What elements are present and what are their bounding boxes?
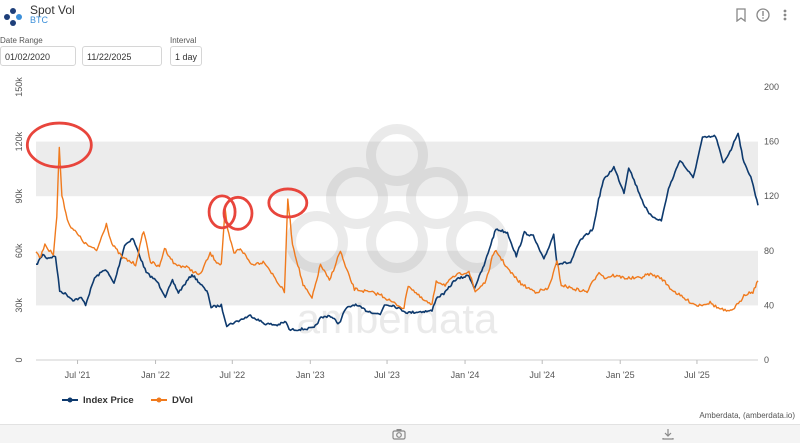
- grid-band: [36, 250, 758, 306]
- x-tick-label: Jul '25: [684, 370, 710, 380]
- annotation-circle: [25, 121, 93, 169]
- interval-label: Interval: [170, 36, 197, 45]
- chart-header: Spot Vol BTC: [0, 0, 800, 34]
- chart-controls: Date Range 01/02/2020 11/22/2025 Interva…: [0, 36, 800, 70]
- y-left-tick-label: 120k: [14, 131, 24, 151]
- legend-marker: [67, 397, 73, 403]
- annotation-circle: [207, 194, 237, 230]
- y-right-tick-label: 80: [764, 246, 774, 256]
- x-tick-label: Jul '23: [374, 370, 400, 380]
- start-date-input[interactable]: 01/02/2020: [0, 46, 76, 66]
- y-left-tick-label: 0: [14, 357, 24, 362]
- y-left-tick-label: 90k: [14, 188, 24, 203]
- x-tick-label: Jul '21: [65, 370, 91, 380]
- logo-icon: [4, 8, 22, 26]
- asset-subtitle[interactable]: BTC: [30, 15, 48, 25]
- interval-select[interactable]: 1 day: [170, 46, 202, 66]
- dvol-line: [35, 146, 759, 312]
- x-tick-label: Jan '23: [296, 370, 325, 380]
- chart-credit[interactable]: Amberdata, (amberdata.io): [699, 411, 795, 420]
- legend-label: Index Price: [83, 395, 134, 406]
- info-icon[interactable]: [756, 8, 770, 22]
- watermark-text: amberdata: [297, 295, 498, 342]
- y-left-tick-label: 150k: [14, 77, 24, 97]
- bookmark-icon[interactable]: [734, 8, 748, 23]
- y-right-tick-label: 200: [764, 82, 779, 92]
- x-tick-label: Jan '25: [606, 370, 635, 380]
- y-right-tick-label: 160: [764, 137, 779, 147]
- x-tick-label: Jan '22: [141, 370, 170, 380]
- x-tick-label: Jan '24: [451, 370, 480, 380]
- page-title: Spot Vol: [30, 3, 75, 17]
- y-left-tick-label: 30k: [14, 298, 24, 313]
- end-date-input[interactable]: 11/22/2025: [82, 46, 162, 66]
- legend-index-price[interactable]: Index Price: [62, 395, 134, 406]
- grid-band: [36, 141, 758, 197]
- y-left-tick-label: 60k: [14, 243, 24, 258]
- x-tick-label: Jul '22: [219, 370, 245, 380]
- camera-icon[interactable]: [392, 428, 406, 443]
- date-range-label: Date Range: [0, 36, 43, 45]
- legend-marker: [156, 397, 162, 403]
- legend-dvol[interactable]: DVol: [151, 395, 193, 406]
- legend-label: DVol: [172, 395, 193, 406]
- spot-vol-chart: amberdata 0 30k 60k 90k 120k 150k 0 40 80 120 160 2…: [14, 77, 795, 420]
- more-icon[interactable]: [778, 8, 792, 22]
- y-right-tick-label: 0: [764, 355, 769, 365]
- index-price-line: [36, 132, 759, 332]
- annotation-circle: [267, 187, 309, 219]
- watermark: amberdata: [286, 124, 508, 342]
- y-right-tick-label: 40: [764, 300, 774, 310]
- annotation-circle: [222, 195, 254, 231]
- y-right-tick-label: 120: [764, 191, 779, 201]
- chart-footer: [0, 424, 800, 443]
- x-tick-label: Jul '24: [529, 370, 555, 380]
- download-icon[interactable]: [662, 428, 674, 443]
